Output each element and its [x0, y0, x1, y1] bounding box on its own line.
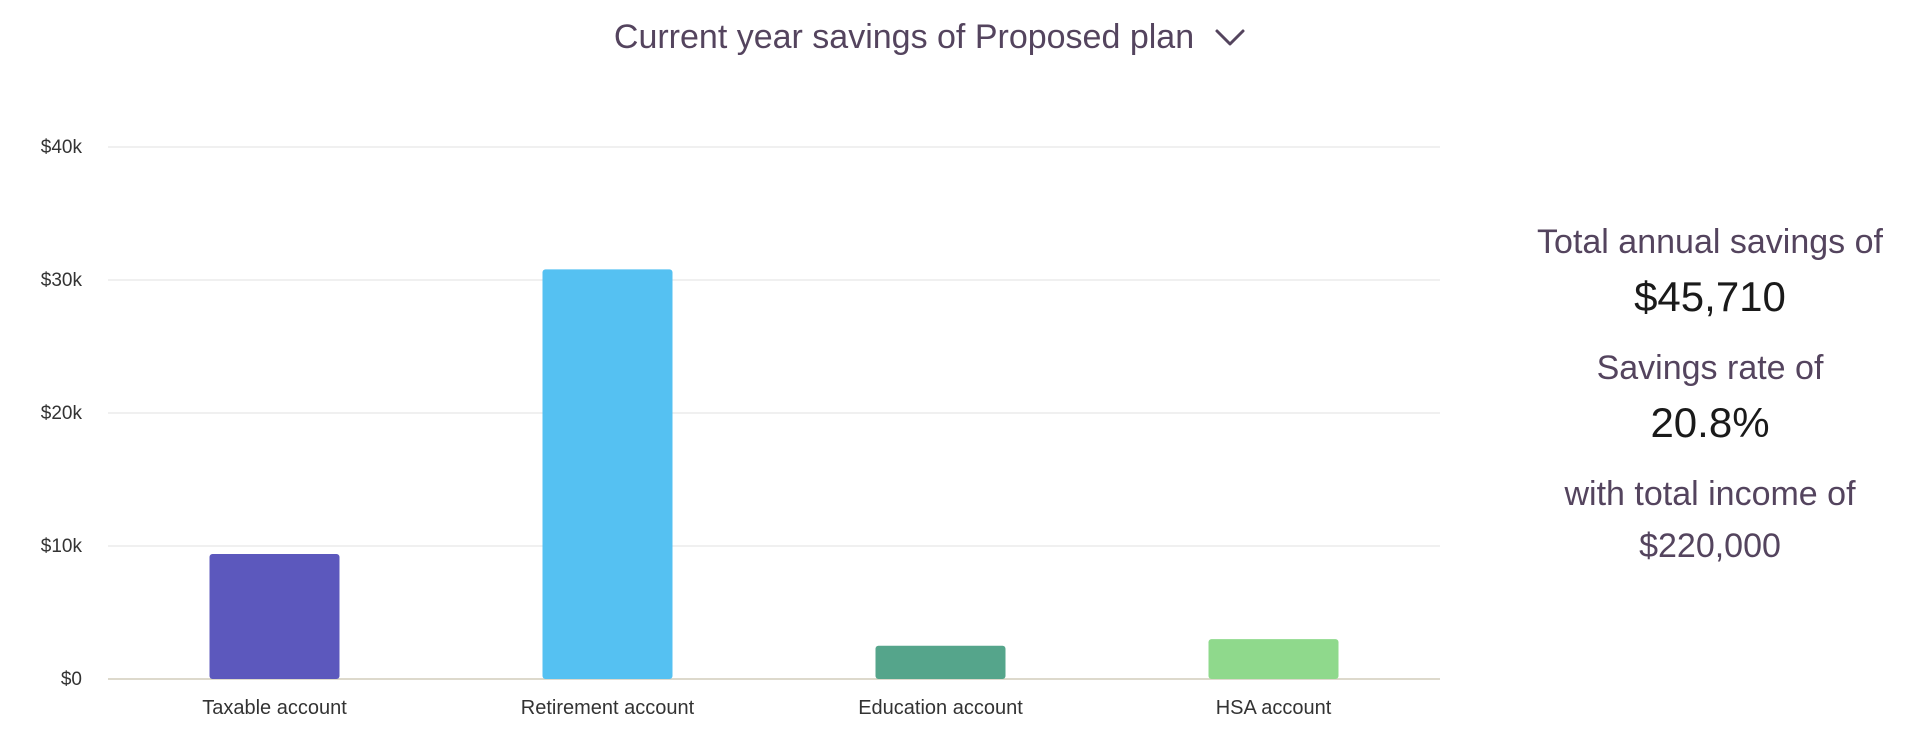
y-tick-label: $30k: [41, 270, 83, 291]
bar-retirement-account[interactable]: [542, 269, 673, 679]
y-tick-label: $20k: [41, 403, 83, 424]
y-axis-ticks: $0 $10k $20k $30k $40k: [41, 137, 83, 690]
total-savings-label: Total annual savings of: [1537, 223, 1883, 261]
y-tick-label: $0: [61, 669, 82, 690]
y-tick-label: $10k: [41, 536, 83, 557]
x-tick-label: HSA account: [1216, 697, 1332, 719]
y-tick-label: $40k: [41, 137, 83, 158]
x-tick-label: Education account: [858, 697, 1023, 719]
bars: [209, 269, 1339, 679]
savings-rate-value: 20.8%: [1650, 399, 1770, 446]
total-income-label: with total income of: [1564, 475, 1856, 513]
x-axis-ticks: Taxable account Retirement account Educati…: [202, 697, 1332, 719]
x-tick-label: Taxable account: [202, 697, 347, 719]
savings-rate-label: Savings rate of: [1596, 349, 1824, 387]
chart-header: Current year savings of Proposed plan: [0, 18, 1920, 57]
savings-bar-chart: $0 $10k $20k $30k $40k Taxable account Retire…: [41, 137, 1440, 719]
total-income-value: $220,000: [1639, 527, 1781, 565]
plan-dropdown[interactable]: Current year savings of Proposed plan: [614, 18, 1246, 57]
bar-taxable-account[interactable]: [209, 553, 340, 679]
savings-summary: Total annual savings of $45,710 Savings …: [1500, 222, 1920, 566]
bar-education-account[interactable]: [875, 645, 1006, 679]
chart-title: Current year savings of Proposed plan: [613, 18, 1195, 56]
x-tick-label: Retirement account: [521, 697, 695, 719]
total-savings-value: $45,710: [1634, 273, 1786, 320]
chevron-down-icon: [1214, 28, 1246, 48]
bar-hsa-account[interactable]: [1208, 639, 1339, 679]
